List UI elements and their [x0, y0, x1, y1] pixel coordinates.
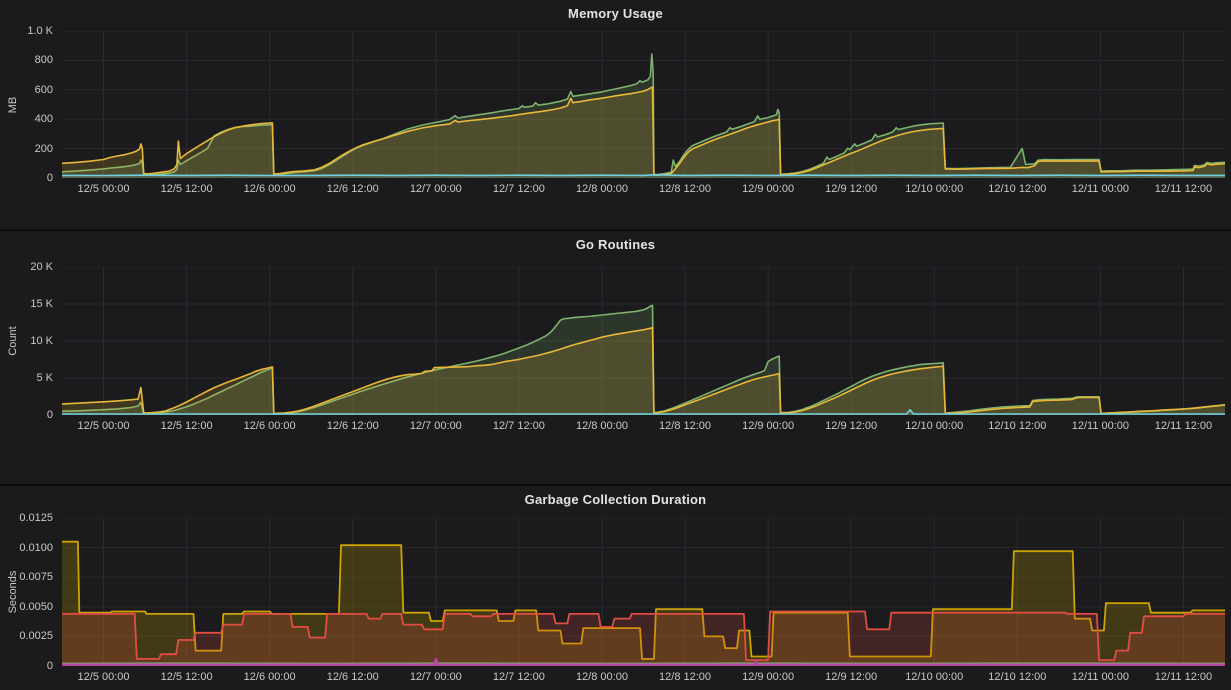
x-tick-label: 12/8 12:00 — [659, 671, 712, 683]
x-tick-label: 12/7 12:00 — [492, 183, 545, 195]
x-tick-label: 12/11 12:00 — [1154, 183, 1213, 195]
x-tick-label: 12/9 00:00 — [742, 183, 795, 195]
x-tick-label: 12/6 12:00 — [326, 183, 379, 195]
x-tick-label: 12/5 12:00 — [160, 420, 213, 432]
y-axis-unit-label: Seconds — [7, 570, 19, 614]
series-line-cyan — [62, 408, 1225, 415]
x-tick-label: 12/7 00:00 — [409, 183, 462, 195]
y-tick-label: 10 K — [30, 335, 53, 347]
go-routines-chart[interactable]: 0 5 K 10 K 15 K 20 K 12/5 00:00 12/5 12:00 12/6… — [30, 261, 1225, 432]
x-tick-label: 12/9 00:00 — [742, 671, 795, 683]
series-fill-green — [62, 54, 1225, 178]
x-tick-label: 12/10 12:00 — [988, 183, 1047, 195]
x-tick-label: 12/10 12:00 — [988, 420, 1047, 432]
y-axis-unit-label: Count — [7, 326, 19, 356]
panel-title-garbage-collection-duration[interactable]: Garbage Collection Duration — [524, 492, 707, 507]
series-fill-yellow — [62, 327, 1225, 415]
y-tick-label: 0.0050 — [19, 600, 53, 613]
x-tick-label: 12/7 00:00 — [409, 671, 462, 683]
x-tick-label: 12/11 00:00 — [1071, 671, 1130, 683]
y-tick-label: 5 K — [36, 372, 53, 384]
x-tick-label: 12/11 12:00 — [1154, 671, 1213, 683]
memory-usage-panel: Memory Usage MB 0 200 400 600 800 1.0 K 12/5 0… — [0, 0, 1231, 229]
x-tick-label: 12/5 00:00 — [77, 420, 130, 432]
y-tick-label: 0 — [46, 660, 53, 672]
x-tick-label: 12/11 12:00 — [1154, 420, 1213, 432]
chart-svg — [62, 31, 1225, 178]
series-line-cyan — [62, 174, 1225, 177]
garbage-collection-duration-chart[interactable]: 0 0.0025 0.0050 0.0075 0.0100 0.0125 12/5 00:0… — [19, 512, 1225, 683]
x-tick-label: 12/10 00:00 — [905, 671, 964, 683]
x-tick-label: 12/10 00:00 — [905, 183, 964, 195]
x-tick-label: 12/10 12:00 — [988, 671, 1047, 683]
x-tick-label: 12/8 12:00 — [659, 420, 712, 432]
x-tick-label: 12/5 12:00 — [160, 671, 213, 683]
series-line-red — [62, 610, 1225, 661]
y-tick-label: 200 — [34, 142, 53, 155]
y-tick-label: 0 — [46, 172, 53, 184]
series-fill-green — [62, 305, 1225, 415]
x-tick-label: 12/10 00:00 — [905, 420, 964, 432]
y-tick-label: 800 — [34, 54, 53, 67]
series-fill-yellow — [62, 87, 1225, 178]
series-fill-red — [62, 611, 1225, 666]
series-fill-yellow — [62, 541, 1225, 666]
y-tick-label: 400 — [34, 113, 53, 126]
y-tick-label: 0.0025 — [19, 630, 53, 643]
go-routines-panel: Go Routines Count 0 5 K 10 K 15 K 20 K 12/5 0… — [0, 231, 1231, 484]
y-tick-label: 1.0 K — [27, 25, 53, 37]
y-tick-label: 0.0125 — [19, 512, 53, 524]
x-tick-label: 12/8 00:00 — [575, 183, 628, 195]
x-tick-label: 12/7 12:00 — [492, 671, 545, 683]
y-axis-unit-label: MB — [7, 96, 19, 114]
panel-title-memory-usage[interactable]: Memory Usage — [568, 6, 663, 21]
chart-svg — [62, 518, 1225, 666]
x-tick-label: 12/8 00:00 — [575, 420, 628, 432]
x-tick-label: 12/5 12:00 — [160, 183, 213, 195]
x-tick-label: 12/9 12:00 — [825, 420, 878, 432]
x-tick-label: 12/6 00:00 — [243, 671, 296, 683]
series-line-purple — [62, 657, 1225, 666]
x-tick-label: 12/7 00:00 — [409, 420, 462, 432]
x-tick-label: 12/9 00:00 — [742, 420, 795, 432]
garbage-collection-duration-panel: Garbage Collection Duration Seconds 0 0.0… — [0, 486, 1231, 690]
x-tick-label: 12/5 00:00 — [77, 671, 130, 683]
x-tick-label: 12/7 12:00 — [492, 420, 545, 432]
y-tick-label: 0.0100 — [19, 541, 53, 554]
series-line-yellow — [62, 86, 1225, 176]
y-tick-label: 0.0075 — [19, 571, 53, 584]
panel-title-go-routines[interactable]: Go Routines — [575, 237, 656, 252]
memory-usage-chart[interactable]: 0 200 400 600 800 1.0 K 12/5 00:00 12/5 12:00 12… — [27, 25, 1225, 195]
x-tick-label: 12/6 12:00 — [326, 671, 379, 683]
x-tick-label: 12/11 00:00 — [1071, 420, 1130, 432]
x-tick-label: 12/6 00:00 — [243, 420, 296, 432]
y-tick-label: 0 — [46, 409, 53, 421]
x-tick-label: 12/6 12:00 — [326, 420, 379, 432]
y-tick-label: 15 K — [30, 298, 53, 310]
x-tick-label: 12/9 12:00 — [825, 671, 878, 683]
y-tick-label: 600 — [34, 83, 53, 96]
x-tick-label: 12/8 00:00 — [575, 671, 628, 683]
chart-svg — [62, 267, 1225, 415]
x-tick-label: 12/9 12:00 — [825, 183, 878, 195]
y-tick-label: 20 K — [30, 261, 53, 273]
x-tick-label: 12/8 12:00 — [659, 183, 712, 195]
x-tick-label: 12/6 00:00 — [243, 183, 296, 195]
x-tick-label: 12/5 00:00 — [77, 183, 130, 195]
series-line-yellow — [62, 540, 1225, 660]
x-tick-label: 12/11 00:00 — [1071, 183, 1130, 195]
